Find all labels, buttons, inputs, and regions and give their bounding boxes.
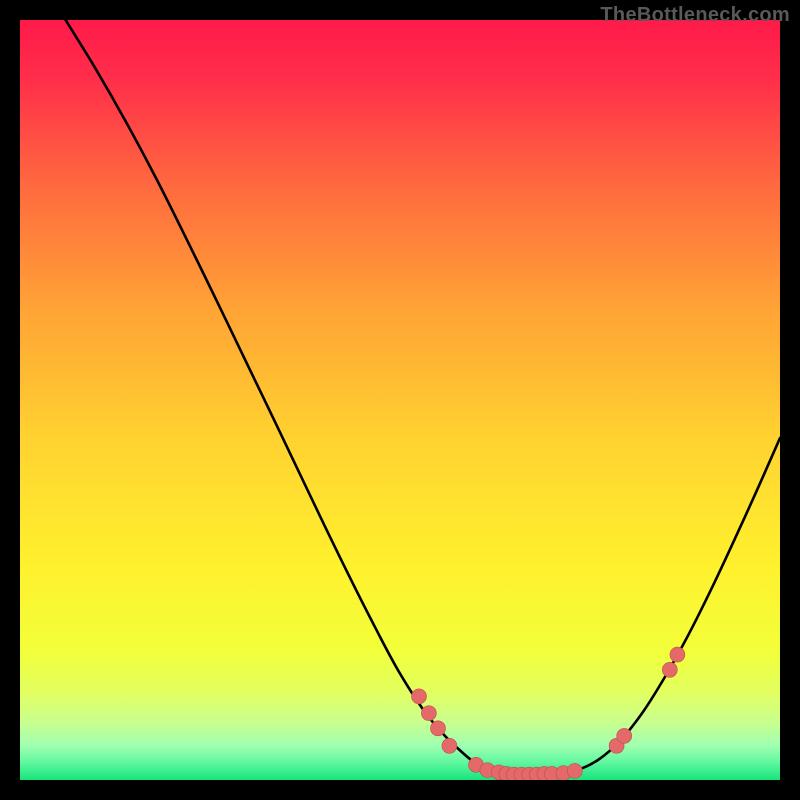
- data-marker: [617, 728, 632, 743]
- plot-area: [20, 20, 780, 780]
- data-marker: [662, 662, 677, 677]
- data-marker: [431, 721, 446, 736]
- data-marker: [567, 763, 582, 778]
- data-marker: [670, 647, 685, 662]
- data-marker: [442, 738, 457, 753]
- chart-svg: [20, 20, 780, 780]
- data-marker: [421, 706, 436, 721]
- data-marker: [412, 689, 427, 704]
- watermark-label: TheBottleneck.com: [600, 4, 790, 27]
- outer-frame: TheBottleneck.com: [0, 0, 800, 800]
